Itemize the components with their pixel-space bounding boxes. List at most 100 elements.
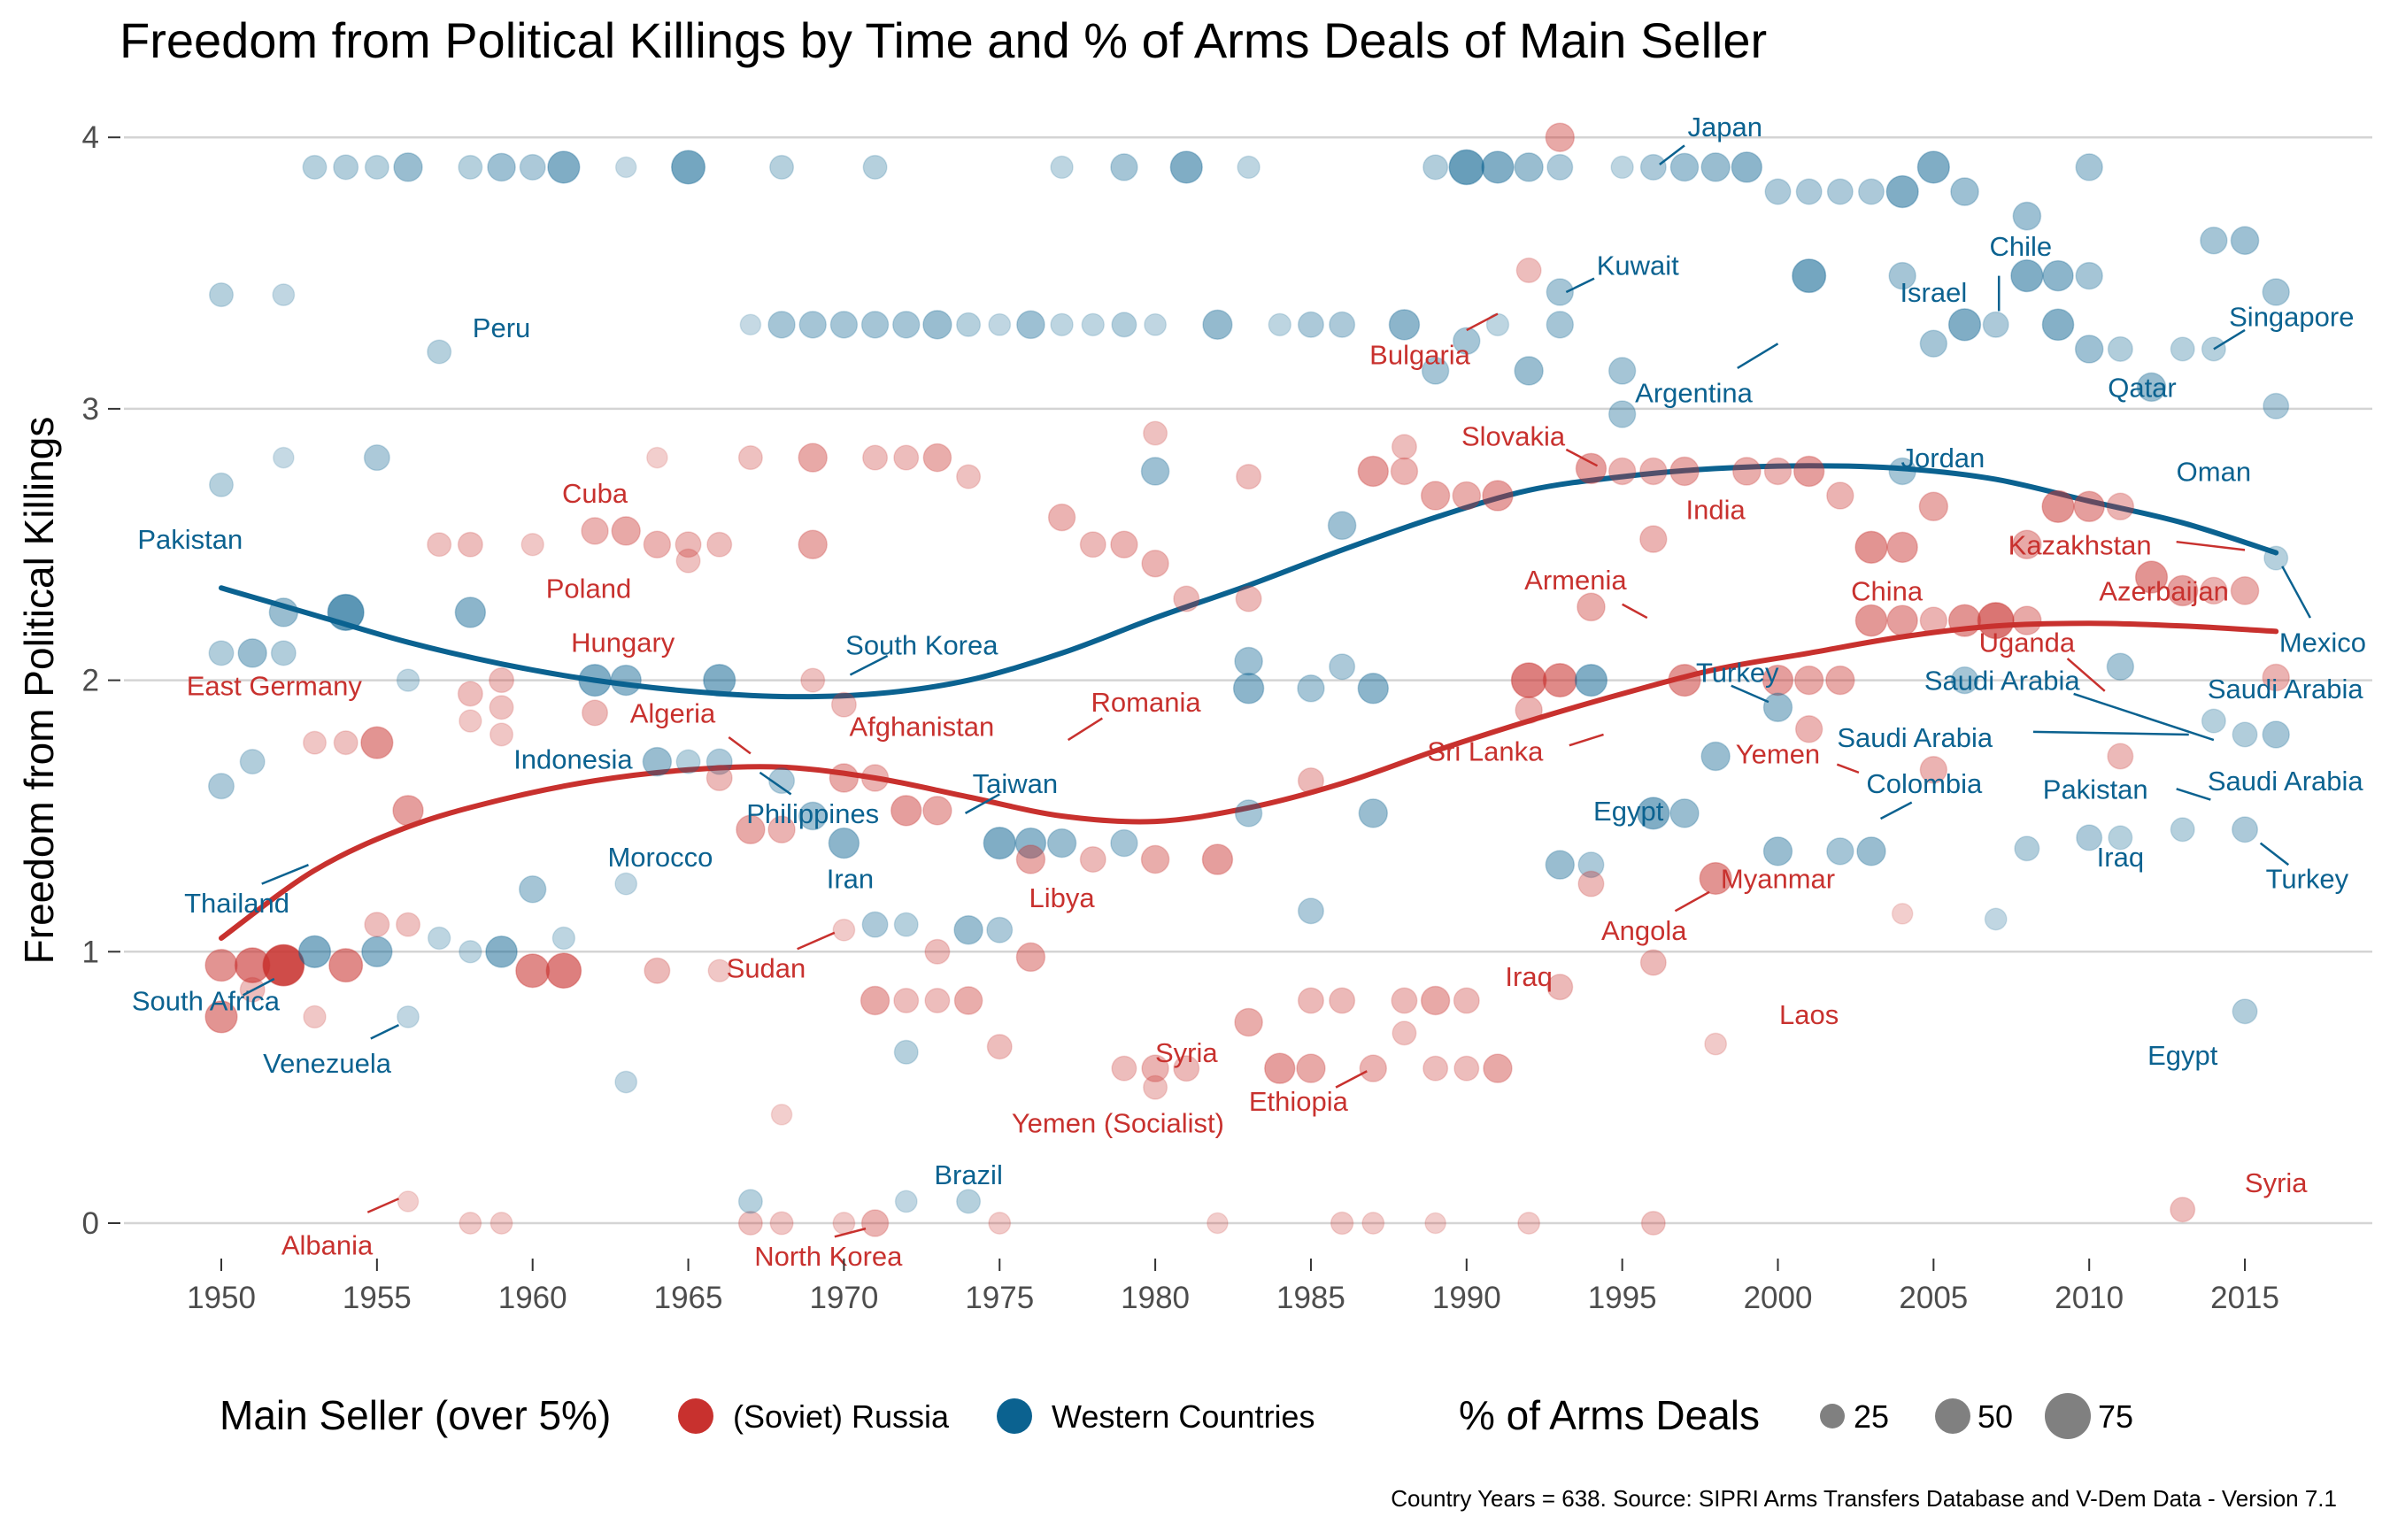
data-point	[986, 916, 1014, 943]
annotation-leader	[759, 771, 792, 796]
data-point	[360, 726, 394, 759]
data-point	[1453, 1055, 1480, 1082]
data-point	[1207, 1212, 1229, 1235]
annotation-label: Saudi Arabia	[2208, 674, 2364, 705]
data-point	[302, 730, 328, 755]
data-point	[2073, 490, 2105, 523]
data-point	[1421, 357, 1450, 385]
chart-title: Freedom from Political Killings by Time …	[120, 12, 1767, 68]
legend-size-75	[2045, 1393, 2091, 1439]
data-point	[1202, 309, 1233, 340]
y-tick-label: 2	[82, 664, 99, 698]
data-point	[459, 940, 482, 964]
x-tick-label: 2000	[1744, 1281, 1813, 1315]
data-point	[956, 1189, 982, 1214]
annotation-leader	[1879, 801, 1913, 820]
data-point	[1610, 155, 1634, 180]
y-tick-label: 4	[82, 120, 99, 155]
data-point	[1140, 844, 1170, 874]
data-point	[1201, 843, 1234, 875]
data-point	[1577, 851, 1605, 879]
data-point	[1854, 530, 1888, 564]
data-point	[1453, 327, 1481, 355]
data-point	[1762, 692, 1793, 723]
data-point	[2074, 335, 2104, 364]
data-point	[1546, 153, 1574, 181]
data-point	[2230, 226, 2260, 256]
data-point	[2170, 336, 2195, 362]
data-point	[1357, 455, 1390, 488]
data-point	[1764, 178, 1792, 205]
data-point	[1792, 258, 1827, 294]
annotation-label: Sudan	[727, 953, 806, 984]
data-point	[427, 339, 452, 365]
data-point	[364, 154, 389, 180]
data-point	[2262, 720, 2290, 749]
annotation-leader	[964, 793, 1000, 814]
data-point	[953, 986, 983, 1015]
data-point	[1361, 1212, 1385, 1235]
y-tick-label: 0	[82, 1206, 99, 1241]
x-tick-label: 1960	[498, 1281, 567, 1315]
data-point	[2106, 652, 2135, 681]
data-point	[459, 709, 482, 733]
data-point	[1888, 261, 1916, 290]
data-point	[1453, 987, 1480, 1014]
data-point	[737, 1189, 763, 1214]
data-point	[643, 530, 672, 558]
annotation-label: Taiwan	[973, 768, 1059, 799]
data-point	[860, 311, 890, 339]
data-point	[1947, 604, 1982, 637]
data-point	[1236, 464, 1262, 490]
y-axis-title: Freedom from Political Killings	[16, 417, 62, 965]
data-point	[1392, 1020, 1417, 1046]
data-point	[208, 640, 235, 666]
data-point	[1542, 663, 1577, 698]
data-point	[1825, 665, 1855, 696]
data-point	[924, 987, 951, 1014]
data-point	[1391, 434, 1418, 460]
data-point	[1297, 674, 1325, 703]
annotation-label: Pakistan	[2043, 774, 2148, 805]
annotation-label: Laos	[1779, 999, 1839, 1030]
annotation-label: Slovakia	[1461, 421, 1566, 452]
data-point	[1144, 312, 1168, 336]
annotation-label: Saudi Arabia	[1924, 666, 2081, 697]
annotation-leader	[2176, 540, 2246, 551]
data-point	[427, 926, 451, 951]
data-point	[1046, 828, 1077, 859]
data-point	[1607, 457, 1637, 486]
data-point	[1110, 530, 1138, 558]
annotation-label: Iraq	[1505, 961, 1552, 992]
data-point	[515, 953, 551, 989]
annotation-label: Brazil	[934, 1159, 1003, 1190]
data-point	[454, 597, 487, 628]
data-point	[1763, 457, 1792, 486]
data-point	[739, 313, 762, 336]
data-point	[1886, 604, 1918, 636]
data-point	[1826, 481, 1854, 510]
x-tick-label: 1965	[654, 1281, 723, 1315]
data-point	[578, 663, 612, 697]
data-point	[1015, 942, 1046, 973]
data-point	[1700, 152, 1731, 182]
data-point	[1919, 756, 1948, 784]
annotation-label: Kuwait	[1597, 250, 1679, 281]
data-point	[397, 1005, 420, 1028]
data-point	[2230, 576, 2260, 605]
data-point	[239, 749, 266, 775]
data-point	[988, 1212, 1012, 1235]
data-point	[2134, 560, 2169, 594]
data-point	[1014, 827, 1047, 859]
data-point	[1296, 1053, 1326, 1083]
data-point	[396, 668, 420, 692]
annotation-label: Algeria	[630, 697, 716, 728]
data-point	[737, 445, 763, 471]
data-point	[924, 938, 951, 965]
annotation-label: Oman	[2177, 456, 2251, 487]
annotation-leader	[797, 931, 836, 951]
data-point	[393, 152, 423, 182]
annotation-label: India	[1686, 494, 1746, 525]
annotation-label: Libya	[1029, 882, 1096, 913]
annotation-leader	[366, 1197, 399, 1213]
